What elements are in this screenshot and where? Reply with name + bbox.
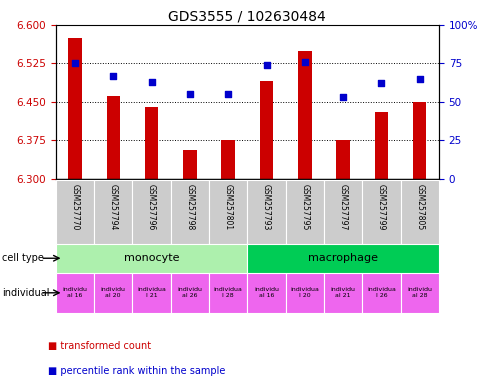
Bar — [209, 273, 247, 313]
Text: individua
l 28: individua l 28 — [213, 287, 242, 298]
Bar — [374, 112, 387, 179]
Point — [377, 80, 384, 86]
Text: individual: individual — [2, 288, 50, 298]
Title: GDS3555 / 102630484: GDS3555 / 102630484 — [168, 10, 326, 24]
Bar — [145, 107, 158, 179]
Text: individua
l 21: individua l 21 — [137, 287, 166, 298]
Bar — [247, 244, 438, 273]
Bar — [68, 38, 81, 179]
Bar — [285, 180, 323, 244]
Text: individua
l 26: individua l 26 — [366, 287, 395, 298]
Text: GSM257798: GSM257798 — [185, 184, 194, 230]
Text: GSM257799: GSM257799 — [376, 184, 385, 230]
Bar — [400, 273, 438, 313]
Text: individu
al 21: individu al 21 — [330, 287, 355, 298]
Point — [224, 91, 231, 97]
Bar — [106, 96, 120, 179]
Bar — [412, 102, 425, 179]
Bar — [94, 180, 132, 244]
Point — [415, 76, 423, 82]
Text: GSM257796: GSM257796 — [147, 184, 156, 230]
Text: ■ percentile rank within the sample: ■ percentile rank within the sample — [48, 366, 226, 376]
Text: GSM257805: GSM257805 — [414, 184, 424, 230]
Text: ■ transformed count: ■ transformed count — [48, 341, 151, 351]
Text: individu
al 28: individu al 28 — [407, 287, 431, 298]
Bar — [132, 180, 170, 244]
Bar — [285, 273, 323, 313]
Bar — [362, 180, 400, 244]
Text: GSM257794: GSM257794 — [108, 184, 118, 230]
Text: cell type: cell type — [2, 253, 44, 263]
Bar — [56, 244, 247, 273]
Bar — [209, 180, 247, 244]
Bar — [259, 81, 272, 179]
Bar — [362, 273, 400, 313]
Point — [71, 60, 79, 66]
Bar — [247, 273, 285, 313]
Text: GSM257801: GSM257801 — [223, 184, 232, 230]
Text: individu
al 16: individu al 16 — [254, 287, 278, 298]
Bar — [94, 273, 132, 313]
Text: monocyte: monocyte — [123, 253, 179, 263]
Bar — [56, 273, 94, 313]
Point — [339, 94, 347, 100]
Text: GSM257793: GSM257793 — [261, 184, 271, 230]
Text: GSM257770: GSM257770 — [70, 184, 79, 230]
Text: GSM257795: GSM257795 — [300, 184, 309, 230]
Bar — [323, 273, 362, 313]
Point — [109, 73, 117, 79]
Bar — [247, 180, 285, 244]
Bar — [170, 180, 209, 244]
Text: individua
l 20: individua l 20 — [290, 287, 318, 298]
Bar — [298, 51, 311, 179]
Text: individu
al 16: individu al 16 — [62, 287, 87, 298]
Text: individu
al 20: individu al 20 — [101, 287, 125, 298]
Bar — [336, 140, 349, 179]
Text: individu
al 26: individu al 26 — [177, 287, 202, 298]
Bar — [183, 151, 196, 179]
Bar — [400, 180, 438, 244]
Point — [147, 79, 155, 85]
Text: macrophage: macrophage — [307, 253, 378, 263]
Text: GSM257797: GSM257797 — [338, 184, 347, 230]
Bar — [221, 140, 234, 179]
Point — [300, 59, 308, 65]
Bar — [170, 273, 209, 313]
Bar — [56, 180, 94, 244]
Point — [262, 62, 270, 68]
Bar — [132, 273, 170, 313]
Point — [186, 91, 194, 97]
Bar — [323, 180, 362, 244]
